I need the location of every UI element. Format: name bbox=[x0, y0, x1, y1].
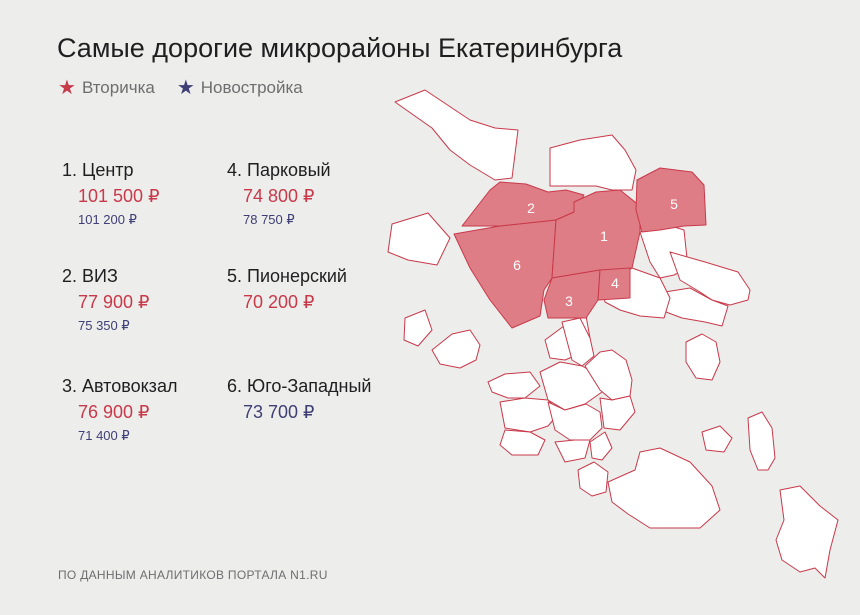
district-pionersky: 5. Пионерский 70 200 ₽ bbox=[227, 266, 387, 313]
map-district-6 bbox=[453, 219, 557, 329]
district-name: 1. Центр bbox=[62, 160, 134, 180]
district-name: 4. Парковый bbox=[227, 160, 331, 180]
map-district bbox=[775, 485, 839, 579]
secondary-price: 70 200 ₽ bbox=[243, 292, 315, 312]
legend-secondary: ★ Вторичка bbox=[58, 78, 155, 98]
map-district bbox=[607, 447, 721, 529]
legend-newbuild: ★ Новостройка bbox=[177, 78, 303, 98]
map-label-1: 1 bbox=[600, 228, 608, 244]
map-district bbox=[747, 411, 776, 471]
map-district bbox=[584, 349, 633, 401]
secondary-price: 74 800 ₽ bbox=[243, 186, 315, 206]
district-yugo-zapadny: 6. Юго-Западный 73 700 ₽ bbox=[227, 376, 387, 423]
map-district bbox=[431, 329, 481, 369]
district-name: 2. ВИЗ bbox=[62, 266, 118, 286]
map-district-2 bbox=[461, 181, 585, 227]
newbuild-price: 75 350 ₽ bbox=[78, 318, 130, 333]
map-label-5: 5 bbox=[670, 196, 678, 212]
secondary-price: 101 500 ₽ bbox=[78, 186, 160, 206]
map-district bbox=[547, 401, 603, 441]
map-district bbox=[701, 425, 733, 453]
page-title: Самые дорогие микрорайоны Екатеринбурга bbox=[57, 33, 623, 63]
source-footer: ПО ДАННЫМ АНАЛИТИКОВ ПОРТАЛА N1.RU bbox=[58, 568, 328, 582]
map-district-4 bbox=[597, 267, 631, 301]
map-district bbox=[589, 431, 613, 461]
map-district bbox=[664, 287, 729, 327]
legend: ★ Вторичка ★ Новостройка bbox=[58, 78, 303, 98]
map-label-2: 2 bbox=[527, 200, 535, 216]
legend-newbuild-label: Новостройка bbox=[200, 78, 303, 97]
map-district bbox=[487, 371, 541, 399]
star-icon: ★ bbox=[58, 77, 76, 99]
map-district bbox=[499, 429, 546, 456]
map-district bbox=[599, 395, 636, 431]
map-district bbox=[394, 89, 519, 181]
district-parkovy: 4. Парковый 74 800 ₽ 78 750 ₽ bbox=[227, 160, 387, 228]
map-label-6: 6 bbox=[513, 257, 521, 273]
newbuild-price: 78 750 ₽ bbox=[243, 212, 295, 227]
district-avtovokzal: 3. Автовокзал 76 900 ₽ 71 400 ₽ bbox=[62, 376, 222, 444]
map-label-3: 3 bbox=[565, 293, 573, 309]
district-name: 6. Юго-Западный bbox=[227, 376, 372, 396]
map-district bbox=[387, 212, 451, 266]
map-label-4: 4 bbox=[611, 275, 619, 291]
secondary-price: 76 900 ₽ bbox=[78, 402, 150, 422]
secondary-price: 77 900 ₽ bbox=[78, 292, 150, 312]
district-centr: 1. Центр 101 500 ₽ 101 200 ₽ bbox=[62, 160, 222, 228]
map-district bbox=[403, 309, 433, 347]
legend-secondary-label: Вторичка bbox=[81, 78, 155, 97]
map-district bbox=[554, 439, 591, 463]
newbuild-price: 73 700 ₽ bbox=[243, 402, 315, 422]
district-name: 5. Пионерский bbox=[227, 266, 347, 286]
district-viz: 2. ВИЗ 77 900 ₽ 75 350 ₽ bbox=[62, 266, 222, 334]
map-district-5 bbox=[635, 167, 707, 233]
map-district bbox=[669, 251, 751, 306]
star-icon: ★ bbox=[176, 77, 195, 99]
map-district bbox=[577, 461, 609, 497]
newbuild-price: 101 200 ₽ bbox=[78, 212, 137, 227]
map-district bbox=[685, 333, 721, 381]
newbuild-price: 71 400 ₽ bbox=[78, 428, 130, 443]
district-name: 3. Автовокзал bbox=[62, 376, 178, 396]
map-district bbox=[549, 134, 637, 191]
